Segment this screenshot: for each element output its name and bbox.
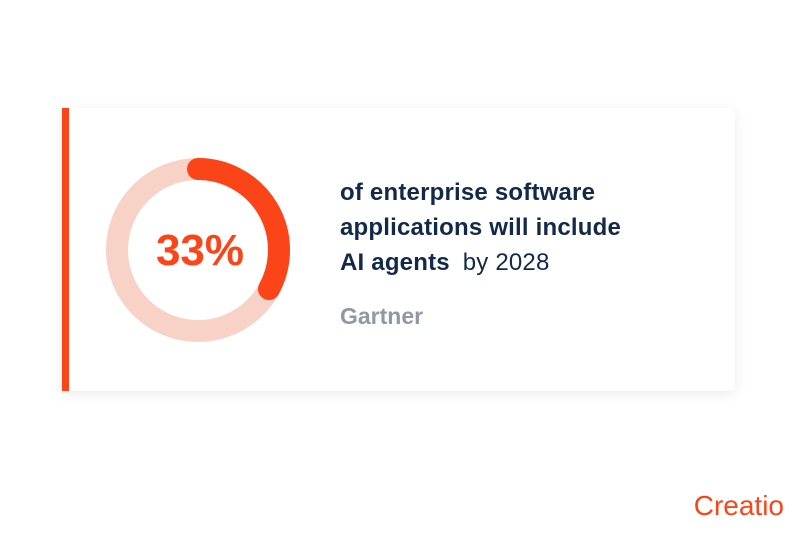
description: of enterprise software applications will… xyxy=(340,179,628,276)
description-line: of enterprise software xyxy=(340,179,595,206)
card-accent xyxy=(62,108,69,391)
description-line: by 2028 xyxy=(463,249,550,276)
description-line: applications will include xyxy=(340,214,621,241)
value-label: 33% xyxy=(156,226,244,275)
brand-logo: Creatio xyxy=(694,490,784,521)
description-line: AI agents xyxy=(340,249,450,276)
source: Gartner xyxy=(340,303,423,329)
donut-arc xyxy=(187,158,290,301)
donut: 33% xyxy=(106,158,290,342)
